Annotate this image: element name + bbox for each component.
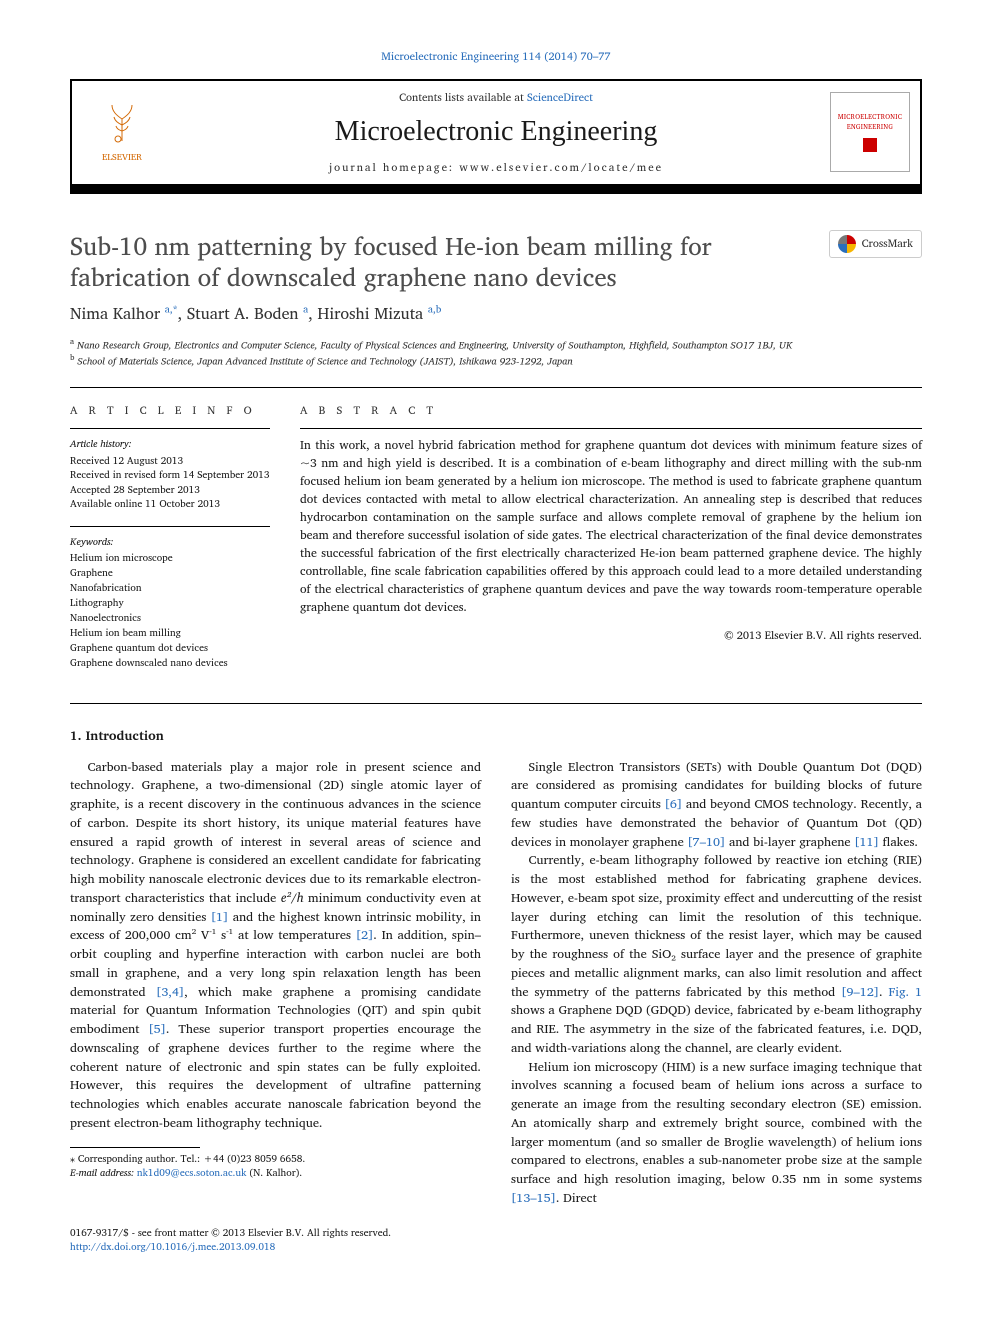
issn-line: 0167-9317/$ - see front matter © 2013 El… bbox=[70, 1226, 922, 1240]
intro-p3: Currently, e-beam lithography followed b… bbox=[511, 851, 922, 1057]
elsevier-tree-icon bbox=[100, 101, 144, 150]
journal-cover-thumbnail: MICROELECTRONIC ENGINEERING bbox=[830, 92, 910, 172]
fig-1-link[interactable]: Fig. 1 bbox=[888, 982, 922, 1002]
footnote-rule bbox=[70, 1147, 200, 1148]
abstract-section: A B S T R A C T In this work, a novel hy… bbox=[300, 402, 922, 686]
keyword-item: Nanoelectronics bbox=[70, 611, 270, 626]
ref-3-4[interactable]: [3,4] bbox=[156, 982, 184, 1002]
crossmark-icon bbox=[838, 235, 856, 253]
ref-9-12[interactable]: [9–12] bbox=[841, 982, 879, 1002]
keyword-item: Nanofabrication bbox=[70, 581, 270, 596]
publisher-name: ELSEVIER bbox=[102, 150, 142, 164]
journal-header-box: ELSEVIER Contents lists available at Sci… bbox=[70, 79, 922, 194]
corresponding-author-footnote: ⁎ Corresponding author. Tel.: +44 (0)23 … bbox=[70, 1152, 481, 1166]
article-title: Sub-10 nm patterning by focused He-ion b… bbox=[70, 230, 809, 293]
history-item: Received 12 August 2013 bbox=[70, 454, 270, 469]
intro-p2: Single Electron Transistors (SETs) with … bbox=[511, 758, 922, 852]
crossmark-label: CrossMark bbox=[862, 235, 913, 252]
header-divider-bar bbox=[72, 184, 920, 192]
ref-11[interactable]: [11] bbox=[854, 832, 879, 852]
ref-2[interactable]: [2] bbox=[356, 925, 374, 945]
keyword-item: Helium ion microscope bbox=[70, 551, 270, 566]
sciencedirect-link[interactable]: ScienceDirect bbox=[527, 88, 593, 106]
footnotes: ⁎ Corresponding author. Tel.: +44 (0)23 … bbox=[70, 1152, 481, 1180]
body-columns: Carbon-based materials play a major role… bbox=[70, 758, 922, 1208]
ref-5[interactable]: [5] bbox=[148, 1019, 166, 1039]
journal-name: Microelectronic Engineering bbox=[162, 111, 830, 153]
citation-header: Microelectronic Engineering 114 (2014) 7… bbox=[70, 48, 922, 65]
section-1-heading: 1. Introduction bbox=[70, 726, 922, 746]
ref-1[interactable]: [1] bbox=[211, 907, 229, 927]
publisher-logo: ELSEVIER bbox=[82, 92, 162, 172]
ref-13-15[interactable]: [13–15] bbox=[511, 1188, 556, 1208]
history-item: Available online 11 October 2013 bbox=[70, 497, 270, 512]
keywords-label: Keywords: bbox=[70, 535, 270, 550]
history-item: Received in revised form 14 September 20… bbox=[70, 468, 270, 483]
contents-line: Contents lists available at ScienceDirec… bbox=[162, 89, 830, 106]
ref-7-10[interactable]: [7–10] bbox=[687, 832, 725, 852]
keyword-item: Graphene bbox=[70, 566, 270, 581]
abstract-heading: A B S T R A C T bbox=[300, 402, 922, 419]
cover-title-2: ENGINEERING bbox=[847, 122, 893, 132]
doi-link[interactable]: http://dx.doi.org/10.1016/j.mee.2013.09.… bbox=[70, 1239, 275, 1255]
ref-6[interactable]: [6] bbox=[665, 794, 683, 814]
abstract-copyright: © 2013 Elsevier B.V. All rights reserved… bbox=[300, 627, 922, 644]
keyword-item: Graphene downscaled nano devices bbox=[70, 656, 270, 671]
crossmark-button[interactable]: CrossMark bbox=[829, 230, 922, 258]
keyword-item: Helium ion beam milling bbox=[70, 626, 270, 641]
journal-homepage: journal homepage: www.elsevier.com/locat… bbox=[162, 159, 830, 176]
history-list: Received 12 August 2013Received in revis… bbox=[70, 454, 270, 512]
citation-link[interactable]: Microelectronic Engineering 114 (2014) 7… bbox=[381, 47, 611, 65]
article-info-sidebar: A R T I C L E I N F O Article history: R… bbox=[70, 402, 270, 686]
footer-meta: 0167-9317/$ - see front matter © 2013 El… bbox=[70, 1226, 922, 1254]
abstract-body: In this work, a novel hybrid fabrication… bbox=[300, 437, 922, 617]
affiliation-list: a Nano Research Group, Electronics and C… bbox=[70, 336, 922, 369]
cover-swatch-icon bbox=[863, 138, 877, 152]
intro-p1: Carbon-based materials play a major role… bbox=[70, 758, 481, 1133]
author-list: Nima Kalhor a,*, Stuart A. Boden a, Hiro… bbox=[70, 302, 922, 326]
article-info-heading: A R T I C L E I N F O bbox=[70, 402, 270, 419]
rule-below-abstract bbox=[70, 703, 922, 704]
history-item: Accepted 28 September 2013 bbox=[70, 483, 270, 498]
keyword-item: Graphene quantum dot devices bbox=[70, 641, 270, 656]
intro-p4: Helium ion microscopy (HIM) is a new sur… bbox=[511, 1058, 922, 1208]
email-footnote: E-mail address: nk1d09@ecs.soton.ac.uk (… bbox=[70, 1166, 481, 1180]
keyword-item: Lithography bbox=[70, 596, 270, 611]
rule-above-info bbox=[70, 387, 922, 388]
history-label: Article history: bbox=[70, 437, 270, 452]
author-email-link[interactable]: nk1d09@ecs.soton.ac.uk bbox=[137, 1165, 247, 1181]
keywords-list: Helium ion microscopeGrapheneNanofabrica… bbox=[70, 551, 270, 671]
